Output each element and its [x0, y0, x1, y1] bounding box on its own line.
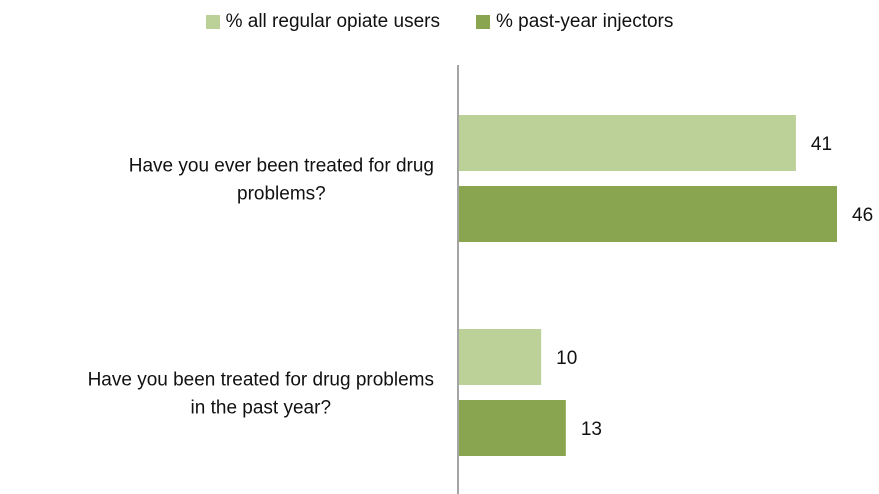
legend: % all regular opiate users % past-year i…	[0, 9, 879, 35]
data-label-all-regular-opiate-users-1: 41	[811, 134, 832, 155]
category-label-line: Have you ever been treated for drug	[129, 156, 434, 177]
legend-swatch-all-regular-opiate-users	[205, 15, 220, 29]
category-label-2: Have you been treated for drug problems i…	[88, 370, 434, 419]
bar-past-year-injectors-2	[459, 400, 566, 456]
data-label-past-year-injectors-1: 46	[852, 205, 873, 226]
legend-item-all-regular-opiate-users: % all regular opiate users	[205, 11, 440, 33]
bar-all-regular-opiate-users-1	[459, 115, 796, 171]
legend-swatch-past-year-injectors	[475, 15, 490, 29]
legend-item-past-year-injectors: % past-year injectors	[475, 11, 674, 33]
category-label-1: Have you ever been treated for drug probl…	[129, 156, 434, 205]
bar-all-regular-opiate-users-2	[459, 329, 542, 385]
category-label-line: problems?	[237, 184, 326, 205]
legend-label-all-regular-opiate-users: % all regular opiate users	[225, 11, 440, 32]
legend-label-past-year-injectors: % past-year injectors	[495, 11, 674, 32]
category-label-line: Have you been treated for drug problems	[88, 370, 434, 391]
data-label-past-year-injectors-2: 13	[581, 419, 602, 440]
bar-past-year-injectors-1	[459, 186, 837, 242]
data-label-all-regular-opiate-users-2: 10	[556, 348, 577, 369]
category-label-line: in the past year?	[191, 398, 331, 419]
